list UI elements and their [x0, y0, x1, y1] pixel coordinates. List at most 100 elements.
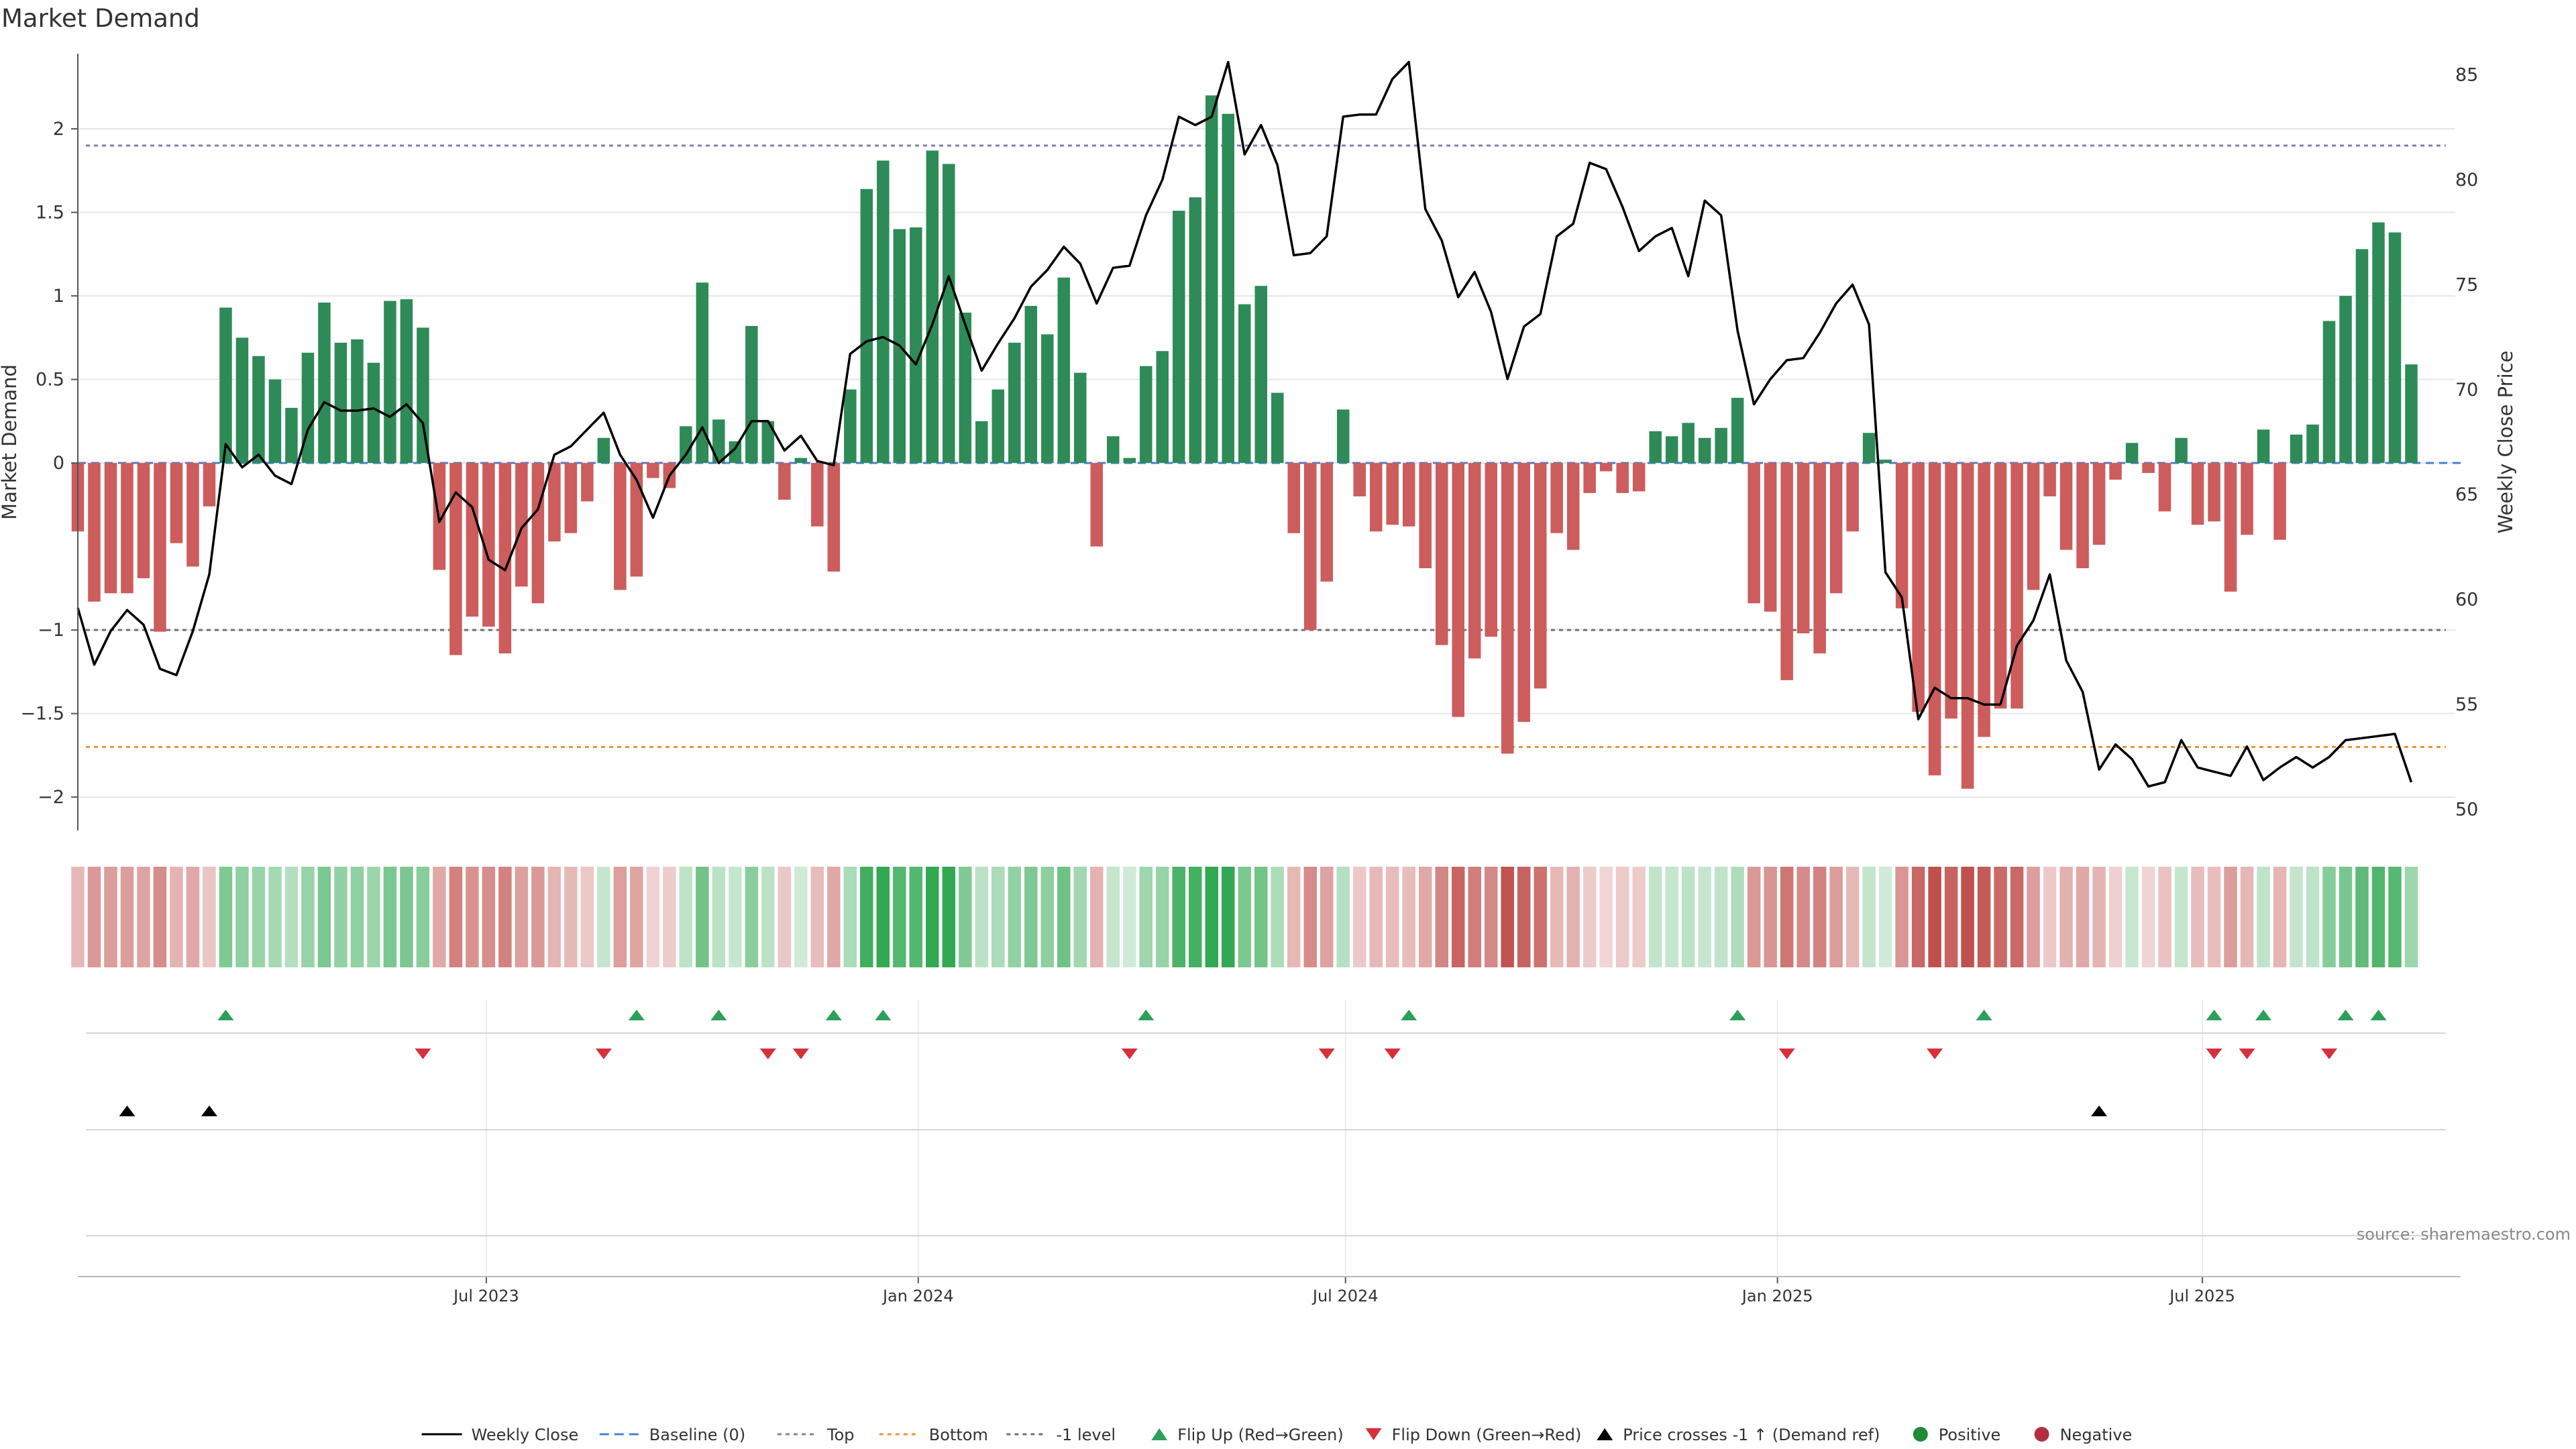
flip-up-marker [875, 1010, 892, 1020]
heat-cell [1090, 867, 1104, 967]
heat-cell [1534, 867, 1547, 967]
legend-label: Negative [2060, 1426, 2133, 1444]
heat-cell [2043, 867, 2057, 967]
flip-down-marker [2206, 1049, 2222, 1059]
negative-bar [1780, 463, 1793, 680]
negative-bar [2109, 463, 2122, 480]
positive-bar [1682, 423, 1695, 464]
positive-bar [761, 421, 775, 464]
x-tick-label: Jul 2023 [452, 1287, 519, 1305]
negative-bar [137, 463, 150, 578]
positive-bar [1665, 436, 1678, 464]
negative-bar [1566, 463, 1580, 550]
heat-cell [1040, 867, 1055, 967]
positive-bar [680, 426, 692, 464]
heat-cell [729, 867, 742, 967]
heat-cell [893, 867, 906, 967]
negative-bar [186, 463, 199, 567]
flip-down-marker [792, 1049, 809, 1059]
negative-bar [647, 463, 659, 478]
heat-cell [2010, 867, 2024, 967]
heat-cell [2322, 867, 2336, 967]
positive-bar [417, 327, 429, 464]
flip-up-marker [2337, 1010, 2354, 1020]
positive-bar [2257, 429, 2270, 464]
heat-cell [1435, 867, 1448, 967]
heat-cell [433, 867, 446, 967]
positive-bar [1189, 197, 1202, 464]
negative-bar [1402, 463, 1415, 527]
heat-cell [1352, 867, 1366, 967]
negative-bar [1961, 463, 1974, 789]
flip-up-marker [2370, 1010, 2387, 1020]
heat-cell [350, 867, 364, 967]
positive-bar [1271, 392, 1284, 464]
heat-cell [71, 867, 85, 967]
heat-cell [2027, 867, 2040, 967]
heat-cell [2108, 867, 2123, 967]
heat-cell [1961, 867, 1974, 967]
positive-bar [794, 458, 808, 464]
y-tick-label: 0 [53, 453, 64, 474]
heat-cell [170, 867, 183, 967]
heat-cell [137, 867, 150, 967]
y-axis-label: Market Demand [0, 364, 21, 520]
y2-tick-label: 85 [2455, 64, 2478, 85]
heat-cell [597, 867, 610, 967]
heat-cell [2158, 867, 2171, 967]
heat-cell [547, 867, 561, 967]
heat-cell [1878, 867, 1892, 967]
heat-cell [1911, 867, 1925, 967]
legend-item: Top [777, 1426, 855, 1444]
legend-swatch [1913, 1427, 1928, 1442]
heat-cell [1418, 867, 1432, 967]
negative-bar [466, 463, 479, 617]
negative-bar [1534, 463, 1547, 689]
negative-bar [1994, 463, 2007, 709]
heat-cell [2306, 867, 2320, 967]
heat-cell [2371, 867, 2385, 967]
heat-cell [186, 867, 200, 967]
flip-down-marker [2321, 1049, 2338, 1059]
y-tick-label: 1.5 [36, 203, 64, 223]
heat-cell [252, 867, 266, 967]
heat-cell [630, 867, 643, 967]
y-tick-label: 0.5 [36, 370, 64, 390]
heat-cell [761, 867, 775, 967]
negative-bar [2158, 463, 2171, 512]
heat-cell [301, 867, 315, 967]
positive-bar [252, 356, 265, 464]
negative-bar [2142, 463, 2155, 474]
heat-cell [203, 867, 216, 967]
heat-cell [1369, 867, 1383, 967]
heat-cell [1994, 867, 2007, 967]
positive-bar [2405, 364, 2418, 464]
heat-cell [482, 867, 496, 967]
positive-bar [844, 389, 857, 464]
heat-cell [975, 867, 989, 967]
heat-cell [1451, 867, 1465, 967]
negative-bar [203, 463, 216, 506]
positive-bar [1862, 433, 1876, 464]
flip-up-marker [1976, 1010, 1992, 1020]
positive-bar [975, 421, 988, 464]
legend-label: -1 level [1056, 1426, 1116, 1444]
flip-up-marker [628, 1010, 645, 1020]
negative-bar [1829, 463, 1843, 594]
y2-tick-label: 50 [2455, 800, 2478, 820]
positive-bar [367, 362, 380, 464]
heat-cell [1977, 867, 1991, 967]
positive-bar [268, 379, 282, 464]
positive-bar [2355, 249, 2369, 464]
legend-swatch [1151, 1428, 1168, 1440]
negative-bar [2059, 463, 2073, 550]
positive-bar [910, 227, 922, 464]
flip-up-marker [1138, 1010, 1155, 1020]
heat-cell [449, 867, 463, 967]
positive-bar [1074, 372, 1087, 464]
legend-swatch [1365, 1428, 1382, 1440]
heat-cell [317, 867, 331, 967]
negative-bar [1090, 463, 1104, 547]
flip-up-marker [217, 1010, 234, 1020]
